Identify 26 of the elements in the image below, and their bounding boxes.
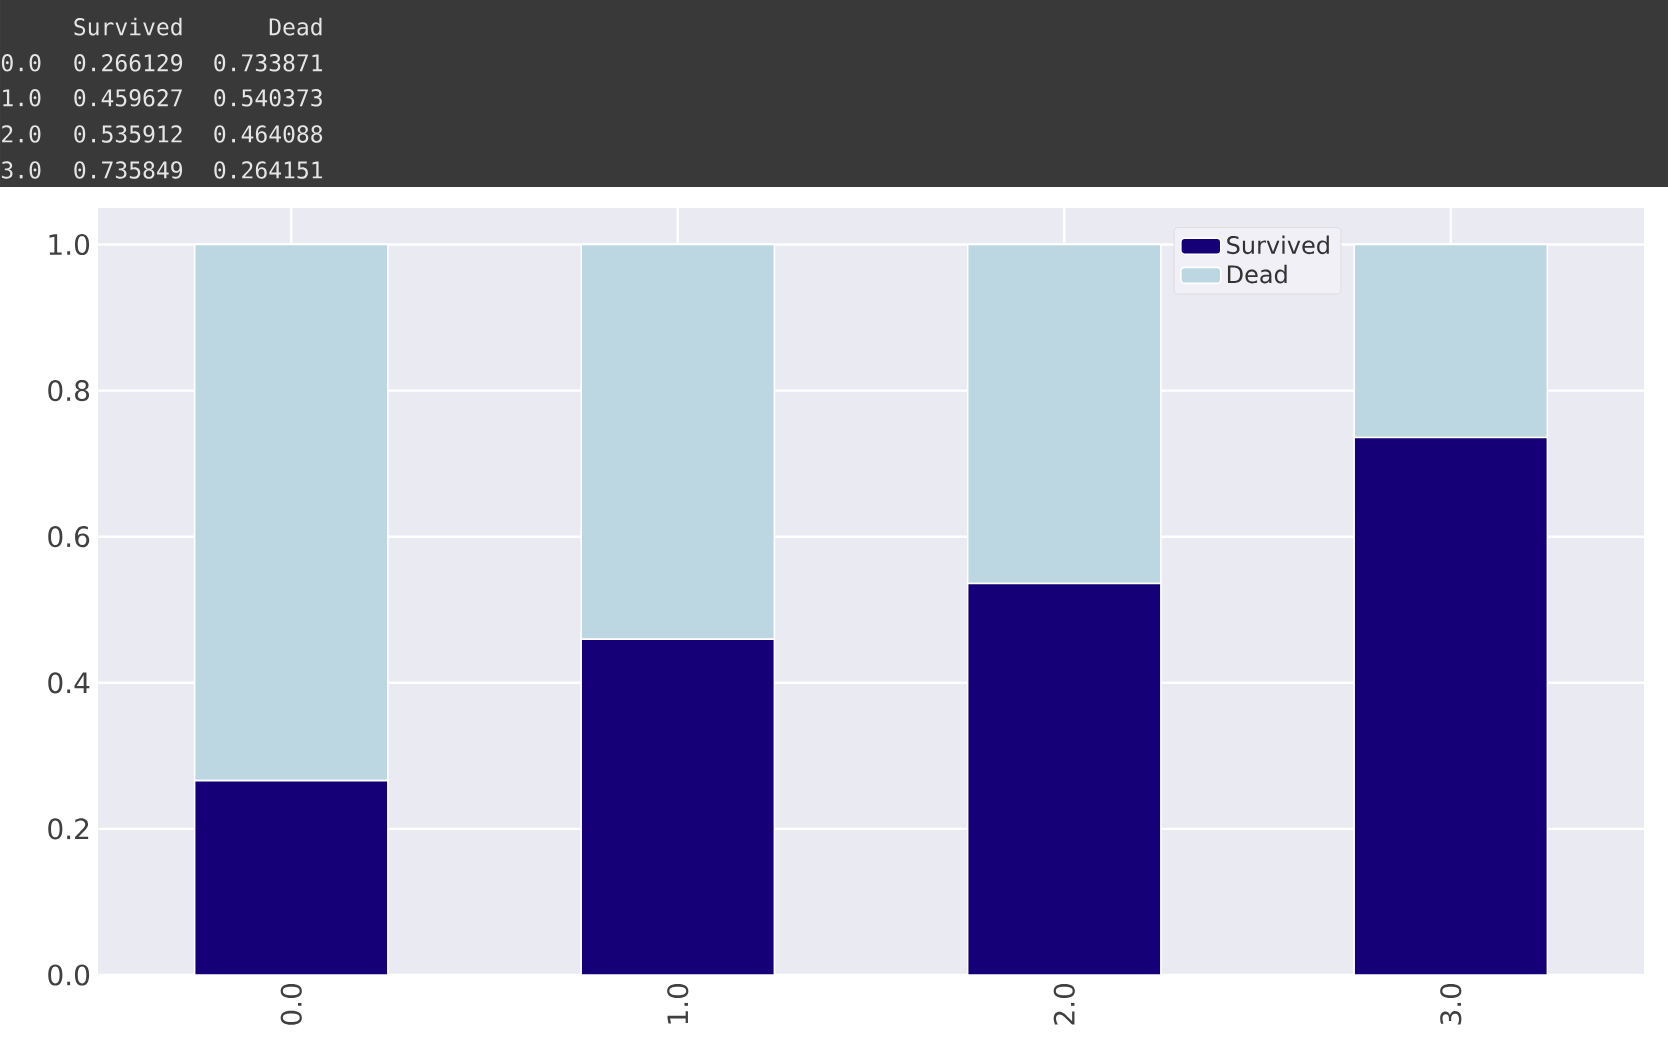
text: 0.535912 (74, 125, 182, 143)
y-tick-label: 0.8 (48, 380, 90, 402)
x-tick-label: 1.0 (667, 983, 689, 1024)
y-tick-label: 1.0 (49, 233, 90, 256)
text: 0.735849 (74, 161, 183, 179)
y-tick-label: 0.6 (48, 526, 90, 548)
legend-label: Survived (1227, 235, 1329, 255)
text: 0.266129 (74, 54, 183, 72)
category-label: 0.0 (1, 54, 41, 72)
text: Survived (74, 17, 182, 36)
category-label: 1.0 (3, 89, 41, 107)
y-tick-label: 0.4 (48, 672, 90, 694)
text: 0.540373 (214, 89, 322, 107)
legend-label: Dead (1227, 264, 1287, 284)
x-tick-label: 0.0 (280, 983, 302, 1025)
text: 0.733871 (214, 54, 323, 72)
category-label: 2.0 (2, 125, 41, 143)
text: Dead (269, 17, 322, 36)
y-tick-label: 0.0 (48, 964, 90, 986)
text: 0.459627 (74, 89, 182, 107)
category-label: 3.0 (1, 161, 41, 179)
text: 0.464088 (214, 125, 323, 143)
text: 0.264151 (214, 161, 323, 179)
x-tick-label: 2.0 (1053, 983, 1075, 1025)
x-tick-label: 3.0 (1440, 983, 1462, 1025)
y-tick-label: 0.2 (48, 818, 89, 840)
